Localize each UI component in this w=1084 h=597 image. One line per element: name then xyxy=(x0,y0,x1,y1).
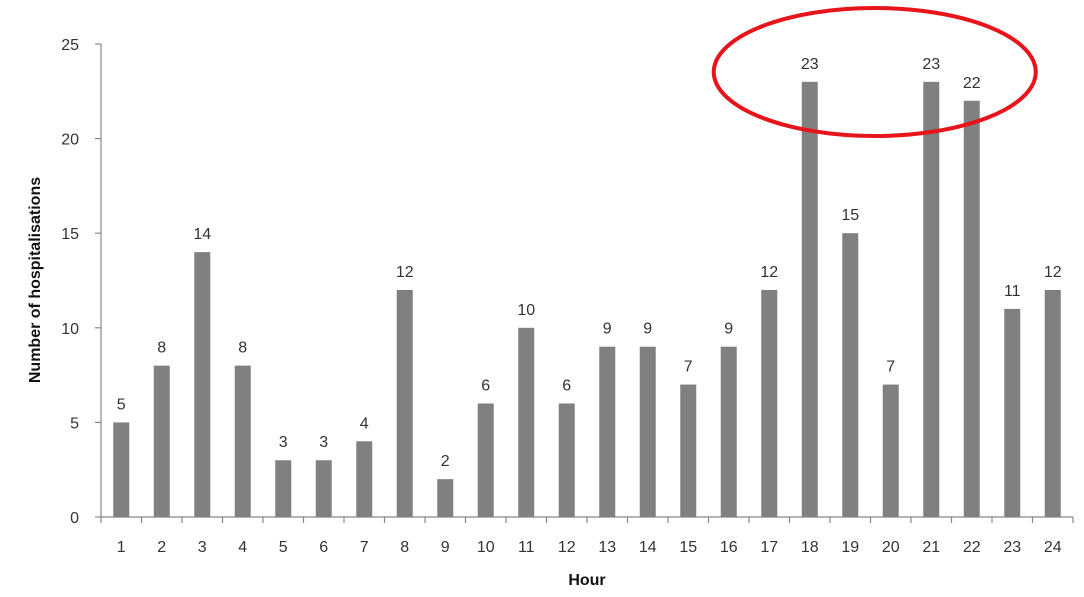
bar-hour-8 xyxy=(396,289,413,517)
y-tick-label: 15 xyxy=(61,226,79,243)
bar-hour-1 xyxy=(113,422,130,517)
x-tick-label: 9 xyxy=(441,539,450,556)
data-label: 12 xyxy=(760,264,778,281)
bar-hour-12 xyxy=(558,403,575,517)
x-tick-label: 3 xyxy=(198,539,207,556)
x-tick-label: 17 xyxy=(760,539,778,556)
x-axis-title: Hour xyxy=(568,572,605,589)
data-label: 6 xyxy=(562,377,571,394)
bar-hour-19 xyxy=(842,233,859,517)
x-tick-label: 6 xyxy=(319,539,328,556)
data-label: 2 xyxy=(441,453,450,470)
bar-hour-20 xyxy=(882,384,899,517)
bar-hour-21 xyxy=(923,81,940,517)
bar-hour-5 xyxy=(275,460,292,517)
data-label: 15 xyxy=(841,207,859,224)
x-tick-label: 5 xyxy=(279,539,288,556)
bar-hour-13 xyxy=(599,346,616,517)
x-tick-label: 13 xyxy=(598,539,616,556)
data-label: 7 xyxy=(886,359,895,376)
y-axis-title: Number of hospitalisations xyxy=(27,177,44,383)
data-label: 9 xyxy=(603,321,612,338)
data-label: 4 xyxy=(360,415,369,432)
bar-hour-23 xyxy=(1004,308,1021,517)
data-labels: 5 8 14 8 3 3 4 12 2 6 10 6 9 9 7 9 12 23 15 7 23 22 11 12 xyxy=(117,56,1062,470)
x-tick-label: 18 xyxy=(801,539,819,556)
bar-hour-24 xyxy=(1044,289,1061,517)
bar-hour-10 xyxy=(477,403,494,517)
x-tick-label: 14 xyxy=(639,539,657,556)
bar-hour-9 xyxy=(437,479,454,517)
data-label: 23 xyxy=(922,56,940,73)
data-label: 22 xyxy=(963,75,981,92)
data-label: 14 xyxy=(193,226,211,243)
x-tick-label: 16 xyxy=(720,539,738,556)
data-label: 11 xyxy=(1004,283,1021,300)
data-label: 23 xyxy=(801,56,819,73)
x-tick-label: 7 xyxy=(360,539,369,556)
data-label: 9 xyxy=(724,321,733,338)
x-tick-label: 10 xyxy=(477,539,495,556)
bar-hour-4 xyxy=(234,365,251,517)
data-label: 3 xyxy=(319,434,328,451)
highlight-annotation xyxy=(711,6,1038,138)
bar-hour-6 xyxy=(315,460,332,517)
x-tick-label: 20 xyxy=(882,539,900,556)
data-label: 12 xyxy=(1044,264,1062,281)
x-tick-label: 12 xyxy=(558,539,576,556)
x-tick-label: 22 xyxy=(963,539,981,556)
data-label: 5 xyxy=(117,396,126,413)
data-label: 12 xyxy=(396,264,414,281)
bar-hour-17 xyxy=(761,289,778,517)
data-label: 8 xyxy=(157,340,166,357)
bar-hour-7 xyxy=(356,441,373,517)
bar-hour-15 xyxy=(680,384,697,517)
bar-hour-11 xyxy=(518,327,535,517)
y-tick-label: 20 xyxy=(61,132,79,149)
bar-hour-14 xyxy=(639,346,656,517)
x-tick-label: 24 xyxy=(1044,539,1062,556)
bar-hour-3 xyxy=(194,252,211,517)
data-label: 3 xyxy=(279,434,288,451)
x-tick-label: 1 xyxy=(117,539,126,556)
x-tick-label: 23 xyxy=(1003,539,1021,556)
data-label: 10 xyxy=(517,302,535,319)
x-tick-label: 8 xyxy=(400,539,409,556)
bar-hour-22 xyxy=(963,100,980,517)
x-tick-label: 4 xyxy=(238,539,247,556)
bar-hour-18 xyxy=(801,81,818,517)
bars xyxy=(113,81,1061,517)
data-label: 9 xyxy=(643,321,652,338)
x-tick-label: 21 xyxy=(922,539,940,556)
y-tick-label: 10 xyxy=(61,321,79,338)
y-tick-label: 25 xyxy=(61,37,79,54)
x-tick-label: 19 xyxy=(841,539,859,556)
axes xyxy=(95,43,1074,523)
x-tick-label: 11 xyxy=(518,539,535,556)
x-tick-label: 15 xyxy=(679,539,697,556)
bar-hour-16 xyxy=(720,346,737,517)
data-label: 7 xyxy=(684,359,693,376)
y-tick-label: 0 xyxy=(70,510,79,527)
x-tick-label: 2 xyxy=(157,539,166,556)
bar-hour-2 xyxy=(153,365,170,517)
data-label: 8 xyxy=(238,340,247,357)
y-tick-label: 5 xyxy=(70,415,79,432)
highlight-ellipse xyxy=(711,6,1038,138)
data-label: 6 xyxy=(481,377,490,394)
